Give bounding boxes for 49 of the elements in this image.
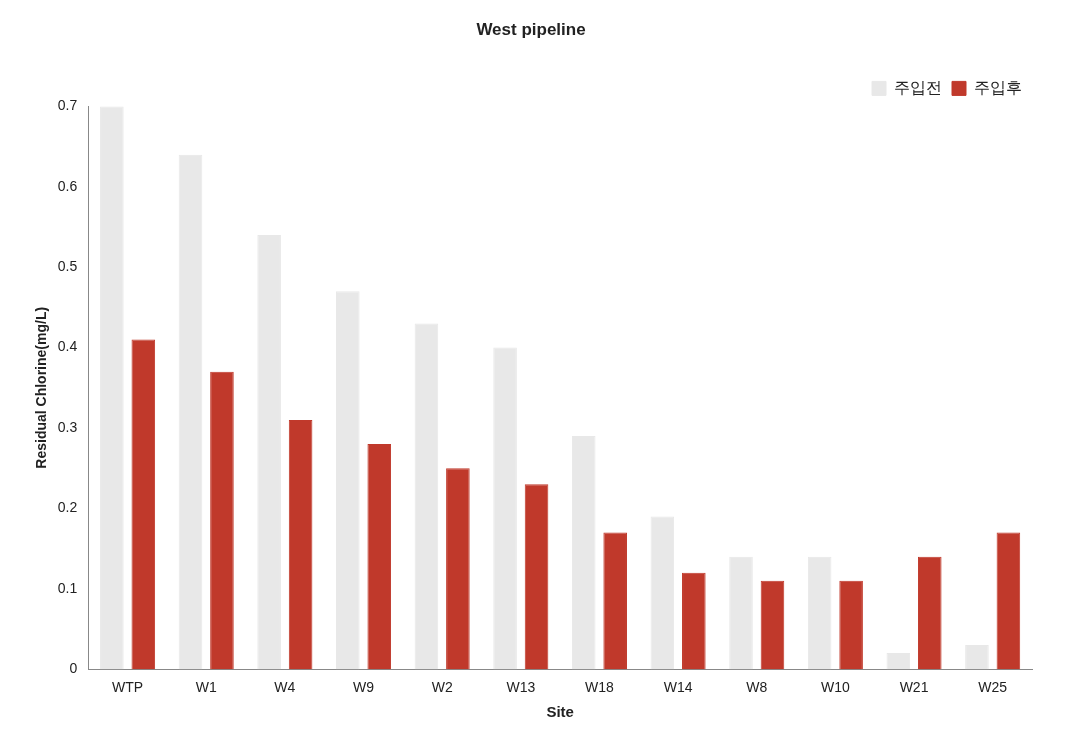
bar (965, 645, 989, 670)
y-tick-label: 0.5 (57, 258, 78, 275)
bar (650, 516, 675, 670)
x-tick-label: W1 (195, 679, 217, 696)
x-tick-label: W8 (746, 679, 768, 696)
x-tick-label: W2 (431, 679, 453, 696)
bar (100, 106, 124, 670)
y-tick-label: 0.1 (57, 579, 78, 596)
bar (917, 556, 942, 670)
y-tick-label: 0.7 (57, 97, 78, 114)
bar (886, 653, 911, 670)
x-tick-label: W21 (899, 679, 929, 696)
y-tick-label: 0 (69, 660, 78, 677)
bar (288, 419, 313, 670)
bar (682, 572, 706, 670)
chart-title: West pipeline (476, 19, 586, 39)
bar (178, 154, 203, 670)
y-tick-label: 0.3 (57, 418, 78, 435)
x-tick-label: W4 (274, 679, 296, 696)
x-tick-label: W10 (820, 679, 850, 696)
bar (335, 291, 360, 670)
legend-label: 주입전 (894, 78, 942, 96)
bar (446, 468, 470, 670)
bar (996, 532, 1021, 670)
bar (729, 556, 753, 670)
bar (493, 347, 517, 670)
bar (414, 323, 439, 670)
x-tick-label: W18 (585, 679, 615, 696)
legend-label: 주입후 (974, 78, 1022, 96)
x-tick-label: W14 (663, 679, 693, 696)
x-tick-label: W9 (353, 679, 375, 696)
y-tick-label: 0.2 (57, 499, 78, 516)
bar (210, 371, 234, 670)
y-axis-title: Residual Chlorine(mg/L) (33, 306, 50, 469)
bar (839, 580, 863, 670)
x-tick-label: WTP (112, 679, 144, 696)
bar (524, 484, 549, 670)
x-tick-label: W25 (978, 679, 1008, 696)
bar (367, 444, 392, 670)
bar (807, 556, 832, 670)
x-tick-label: W13 (506, 679, 536, 696)
bar (257, 235, 281, 670)
y-tick-label: 0.6 (57, 177, 78, 194)
bar (131, 339, 156, 670)
bar (571, 436, 596, 670)
x-axis-title: Site (546, 703, 574, 721)
bar (603, 532, 627, 670)
y-tick-label: 0.4 (57, 338, 78, 355)
bar (760, 580, 785, 670)
